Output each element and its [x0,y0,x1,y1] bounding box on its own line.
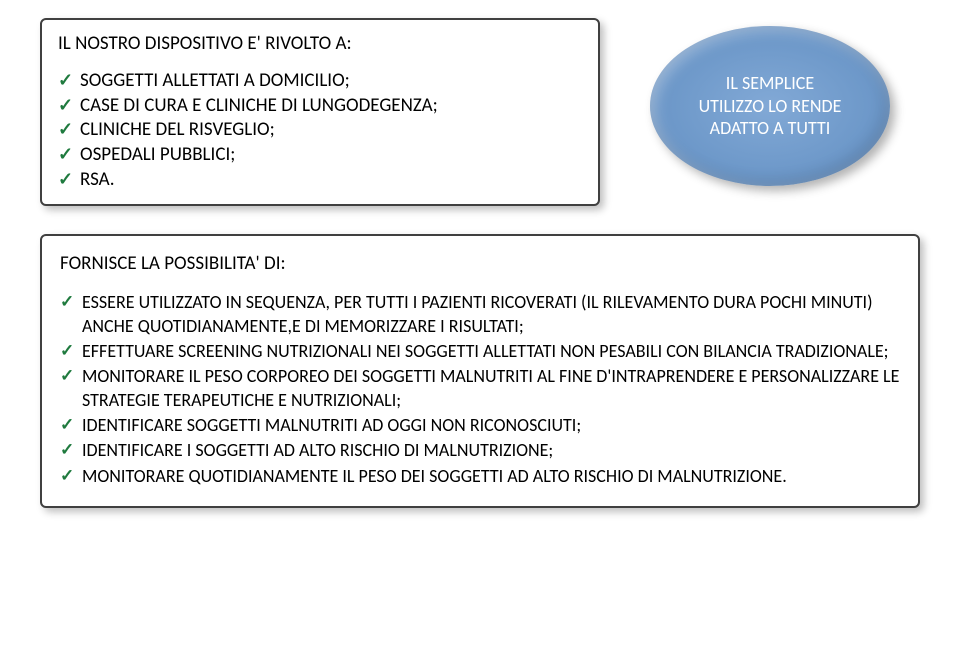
capabilities-box: FORNISCE LA POSSIBILITA' DI: ESSERE UTIL… [40,234,920,508]
oval-line: UTILIZZO LO RENDE [699,95,842,118]
audience-title: IL NOSTRO DISPOSITIVO E' RIVOLTO A: [58,32,582,55]
oval-line: ADATTO A TUTTI [710,117,831,140]
list-item: ESSERE UTILIZZATO IN SEQUENZA, PER TUTTI… [60,291,900,338]
list-item: SOGGETTI ALLETTATI A DOMICILIO; [58,69,582,94]
list-item: MONITORARE IL PESO CORPOREO DEI SOGGETTI… [60,365,900,412]
list-item: CASE DI CURA E CLINICHE DI LUNGODEGENZA; [58,94,582,119]
list-item: RSA. [58,168,582,193]
audience-box: IL NOSTRO DISPOSITIVO E' RIVOLTO A: SOGG… [40,18,600,206]
list-item: EFFETTUARE SCREENING NUTRIZIONALI NEI SO… [60,340,900,363]
capabilities-heading: FORNISCE LA POSSIBILITA' DI: [60,252,900,277]
list-item: CLINICHE DEL RISVEGLIO; [58,118,582,143]
list-item: IDENTIFICARE I SOGGETTI AD ALTO RISCHIO … [60,439,900,462]
callout-oval: IL SEMPLICE UTILIZZO LO RENDE ADATTO A T… [650,26,890,186]
oval-line: IL SEMPLICE [726,72,814,95]
audience-list: SOGGETTI ALLETTATI A DOMICILIO; CASE DI … [58,69,582,192]
list-item: MONITORARE QUOTIDIANAMENTE IL PESO DEI S… [60,465,900,488]
oval-container: IL SEMPLICE UTILIZZO LO RENDE ADATTO A T… [640,18,900,186]
list-item: OSPEDALI PUBBLICI; [58,143,582,168]
list-item: IDENTIFICARE SOGGETTI MALNUTRITI AD OGGI… [60,414,900,437]
top-row: IL NOSTRO DISPOSITIVO E' RIVOLTO A: SOGG… [0,0,960,206]
